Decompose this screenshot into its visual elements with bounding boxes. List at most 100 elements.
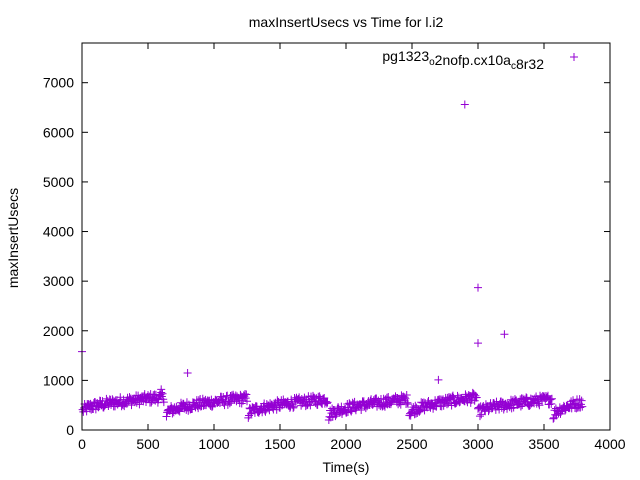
data-point-outlier	[500, 330, 509, 339]
data-point	[287, 399, 296, 408]
x-tick-label: 4000	[594, 436, 625, 452]
data-point	[348, 398, 357, 407]
data-point	[357, 405, 366, 414]
data-point	[549, 414, 558, 423]
data-point	[545, 400, 554, 409]
data-point-outlier	[474, 339, 482, 348]
data-point	[300, 393, 309, 402]
data-point	[535, 401, 544, 410]
data-point	[225, 397, 234, 406]
data-point	[174, 406, 183, 415]
data-point	[289, 402, 298, 411]
data-point	[86, 399, 95, 408]
data-point	[301, 402, 310, 411]
data-points	[78, 100, 587, 425]
data-point	[522, 393, 531, 402]
x-tick-label: 500	[136, 436, 160, 452]
x-tick-label: 1000	[198, 436, 229, 452]
data-point	[162, 412, 171, 421]
data-point	[399, 392, 408, 401]
data-point	[402, 391, 411, 400]
y-axis-ticks: 0 1000 2000 3000 4000 5000 6000 7000	[43, 75, 610, 438]
data-point	[518, 401, 527, 410]
data-point	[494, 402, 503, 411]
y-tick-label: 1000	[43, 372, 74, 388]
data-point	[524, 400, 533, 409]
data-point	[514, 400, 523, 409]
data-point	[345, 399, 354, 408]
data-point	[142, 397, 151, 406]
data-point	[547, 394, 556, 403]
data-point	[246, 409, 255, 418]
data-point	[323, 398, 332, 407]
data-point	[382, 393, 391, 402]
data-point	[552, 411, 561, 420]
data-point	[283, 397, 292, 406]
data-point	[241, 389, 250, 398]
data-point	[448, 392, 457, 401]
data-point	[401, 394, 410, 403]
y-tick-label: 3000	[43, 273, 74, 289]
data-point	[306, 401, 315, 410]
data-point	[472, 393, 481, 402]
data-point	[380, 401, 389, 410]
data-point	[332, 410, 341, 419]
data-point	[464, 392, 473, 401]
data-point-outlier	[474, 283, 482, 292]
x-axis-label: Time(s)	[323, 459, 370, 475]
data-point	[361, 404, 370, 413]
data-point	[79, 407, 88, 416]
data-point	[396, 400, 405, 409]
data-point	[516, 402, 525, 411]
data-point	[320, 393, 329, 402]
y-tick-label: 4000	[43, 224, 74, 240]
data-point	[575, 395, 584, 404]
data-point	[175, 407, 184, 416]
data-point	[437, 402, 446, 411]
y-tick-label: 2000	[43, 323, 74, 339]
data-point	[507, 404, 516, 413]
legend-marker-symbol	[570, 53, 578, 61]
data-point	[577, 396, 586, 405]
data-point-outlier	[434, 375, 443, 384]
data-point	[156, 390, 165, 399]
plot-frame	[81, 42, 611, 431]
y-tick-label: 5000	[43, 174, 74, 190]
data-point	[452, 399, 461, 408]
data-point	[384, 392, 393, 401]
y-tick-label: 0	[66, 422, 74, 438]
data-point	[322, 399, 331, 408]
data-point	[272, 402, 281, 411]
data-point	[158, 389, 167, 398]
data-point	[192, 400, 201, 409]
data-point	[546, 395, 555, 404]
data-point	[403, 398, 412, 407]
data-point	[442, 400, 451, 409]
data-point	[289, 403, 298, 412]
data-point	[225, 399, 234, 408]
x-axis-ticks: 0 500 1000 1500 2000 2500 3000 3500 4000	[78, 43, 626, 452]
data-point	[219, 392, 228, 401]
data-point	[266, 399, 275, 408]
data-point	[326, 413, 335, 422]
data-point	[578, 402, 587, 411]
x-tick-label: 2000	[330, 436, 361, 452]
y-tick-label: 7000	[43, 75, 74, 91]
data-point	[91, 398, 100, 407]
legend-label: pg1323o2nofp.cx10ac8r32	[382, 48, 544, 72]
data-point	[547, 399, 556, 408]
x-tick-label: 1500	[264, 436, 295, 452]
data-point	[248, 403, 257, 412]
data-point	[404, 400, 413, 409]
data-point-outlier	[183, 368, 192, 377]
data-point-outlier	[157, 385, 166, 394]
x-tick-label: 3500	[528, 436, 559, 452]
x-tick-label: 0	[78, 436, 86, 452]
y-axis-label: maxInsertUsecs	[5, 188, 21, 288]
data-point	[415, 407, 424, 416]
data-point-outlier	[460, 100, 469, 109]
data-point	[471, 391, 480, 400]
data-point	[227, 397, 236, 406]
data-point	[159, 398, 168, 407]
data-point	[423, 398, 432, 407]
